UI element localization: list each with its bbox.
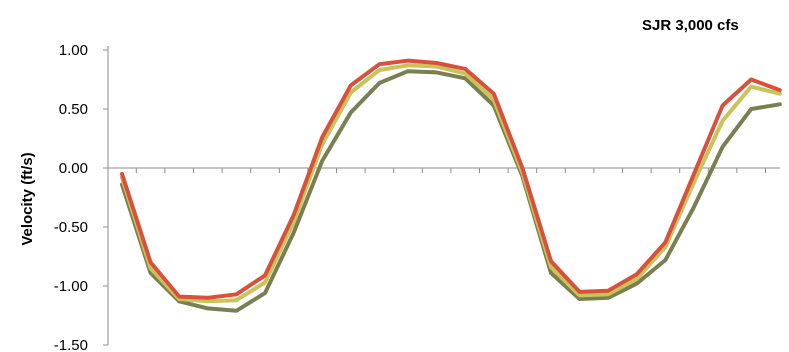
x-axis [108, 167, 780, 173]
series-line-2 [120, 63, 782, 304]
series-lines [120, 58, 782, 313]
series-line-3 [120, 69, 782, 313]
y-axis-label: Velocity (ft/s) [19, 152, 36, 245]
y-tick-label: -1.50 [54, 337, 88, 352]
chart-title: SJR 3,000 cfs [642, 17, 739, 34]
y-tick-label: -1.00 [54, 278, 88, 295]
y-tick-label: 1.00 [59, 42, 88, 59]
y-axis-ticks: 1.00 0.50 0.00 -0.50 -1.00 -1.50 [54, 42, 108, 352]
y-tick-label: 0.50 [59, 101, 88, 118]
series-line-1 [120, 58, 782, 300]
y-tick-label: -0.50 [54, 219, 88, 236]
y-tick-label: 0.00 [59, 160, 88, 177]
